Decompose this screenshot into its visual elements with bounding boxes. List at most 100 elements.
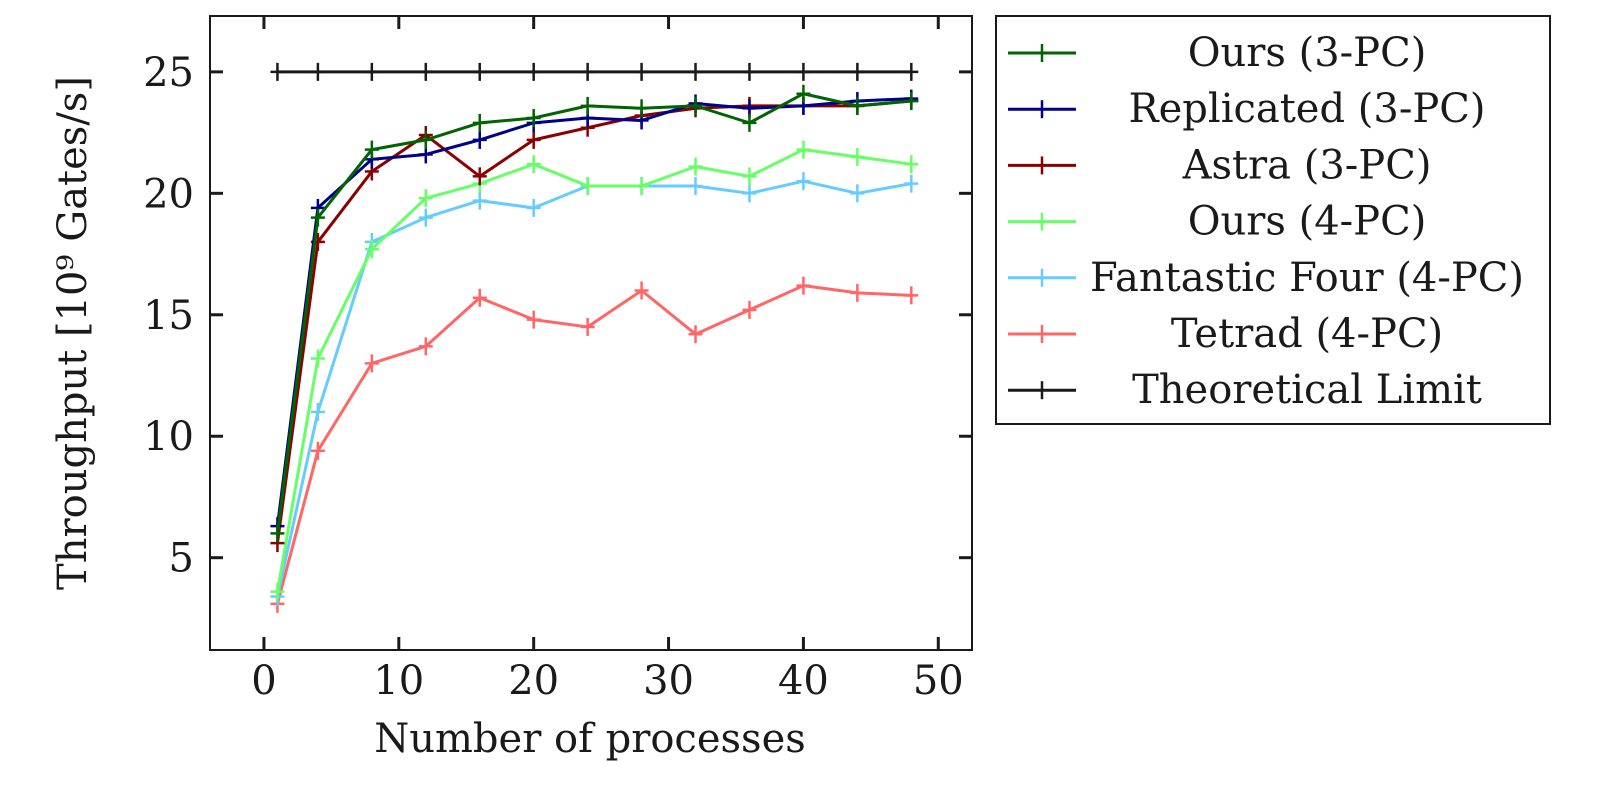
data-point xyxy=(364,140,379,159)
data-point xyxy=(364,62,379,81)
data-point xyxy=(904,92,919,111)
x-tick-label: 50 xyxy=(913,658,964,704)
plot-area xyxy=(209,15,973,651)
data-point xyxy=(310,402,325,421)
data-point xyxy=(310,441,325,460)
data-point xyxy=(850,147,865,166)
data-point xyxy=(418,208,433,227)
series-ours-4-pc xyxy=(270,140,919,601)
data-point xyxy=(580,317,595,336)
y-tick-label: 20 xyxy=(143,171,194,217)
x-tick-label: 30 xyxy=(643,658,694,704)
data-point xyxy=(634,177,649,196)
data-point xyxy=(418,130,433,149)
data-point xyxy=(270,62,285,81)
data-point xyxy=(580,177,595,196)
x-tick-label: 20 xyxy=(508,658,559,704)
legend-label: Replicated (3-PC) xyxy=(1129,86,1486,132)
data-point xyxy=(418,62,433,81)
x-tick-label: 10 xyxy=(373,658,424,704)
y-tick-label: 25 xyxy=(143,50,194,96)
data-point xyxy=(688,177,703,196)
data-point xyxy=(526,155,541,174)
legend-item: Tetrad (4-PC) xyxy=(1008,311,1443,357)
series-tetrad-4-pc xyxy=(270,276,919,613)
legend-box xyxy=(995,15,1551,425)
y-tick-label: 15 xyxy=(143,293,194,339)
y-axis-label: Throughput [10⁹ Gates/s] xyxy=(50,76,96,590)
data-point xyxy=(472,288,487,307)
series-fantastic-four-4-pc xyxy=(270,172,919,606)
legend-item: Replicated (3-PC) xyxy=(1008,86,1486,132)
data-point xyxy=(526,109,541,128)
data-point xyxy=(270,582,285,601)
x-tick-label: 0 xyxy=(251,658,276,704)
series-ours-3-pc xyxy=(270,84,919,543)
data-point xyxy=(580,96,595,115)
data-point xyxy=(904,286,919,305)
data-point xyxy=(796,84,811,103)
data-point xyxy=(310,349,325,368)
data-point xyxy=(742,113,757,132)
data-point xyxy=(472,167,487,186)
y-tick-label: 10 xyxy=(143,414,194,460)
data-point xyxy=(796,172,811,191)
legend-label: Astra (3-PC) xyxy=(1182,142,1432,188)
data-point xyxy=(796,276,811,295)
data-point xyxy=(526,62,541,81)
data-point xyxy=(526,198,541,217)
data-point xyxy=(634,281,649,300)
data-point xyxy=(850,62,865,81)
data-point xyxy=(742,184,757,203)
data-point xyxy=(904,155,919,174)
x-axis: 0 10 20 30 40 50 xyxy=(251,16,964,704)
series-group xyxy=(270,62,919,613)
data-point xyxy=(472,113,487,132)
data-point xyxy=(688,157,703,176)
data-point xyxy=(742,300,757,319)
x-axis-label: Number of processes xyxy=(374,716,806,762)
data-point xyxy=(364,354,379,373)
data-point xyxy=(850,283,865,302)
data-point xyxy=(418,189,433,208)
data-point xyxy=(526,310,541,329)
data-point xyxy=(634,62,649,81)
legend-item: Theoretical Limit xyxy=(1008,367,1482,413)
legend-label: Ours (4-PC) xyxy=(1188,199,1427,245)
plot-frame xyxy=(209,15,973,651)
legend: Ours (3-PC) Replicated (3-PC) Astra (3-PC)… xyxy=(995,15,1551,425)
legend-label: Theoretical Limit xyxy=(1132,367,1482,413)
data-point xyxy=(472,62,487,81)
data-point xyxy=(310,208,325,227)
legend-item: Ours (4-PC) xyxy=(1008,199,1426,245)
data-point xyxy=(310,62,325,81)
legend-item: Astra (3-PC) xyxy=(1008,142,1431,188)
data-point xyxy=(850,184,865,203)
data-point xyxy=(580,62,595,81)
data-point xyxy=(472,191,487,210)
data-point xyxy=(270,524,285,543)
data-point xyxy=(418,337,433,356)
data-point xyxy=(796,140,811,159)
x-tick-label: 40 xyxy=(778,658,829,704)
data-point xyxy=(526,130,541,149)
data-point xyxy=(742,167,757,186)
legend-item: Ours (3-PC) xyxy=(1008,30,1426,76)
legend-item: Fantastic Four (4-PC) xyxy=(1008,255,1524,301)
data-point xyxy=(796,62,811,81)
data-point xyxy=(364,240,379,259)
data-point xyxy=(904,62,919,81)
data-point xyxy=(688,96,703,115)
series-line xyxy=(275,284,912,605)
data-point xyxy=(904,174,919,193)
data-point xyxy=(472,130,487,149)
y-tick-label: 5 xyxy=(169,536,194,582)
data-point xyxy=(742,62,757,81)
y-axis: 5 10 15 20 25 xyxy=(143,50,972,582)
legend-label: Tetrad (4-PC) xyxy=(1171,311,1443,357)
series-theoretical-limit xyxy=(270,62,919,81)
data-point xyxy=(850,96,865,115)
data-point xyxy=(634,99,649,118)
data-point xyxy=(688,62,703,81)
